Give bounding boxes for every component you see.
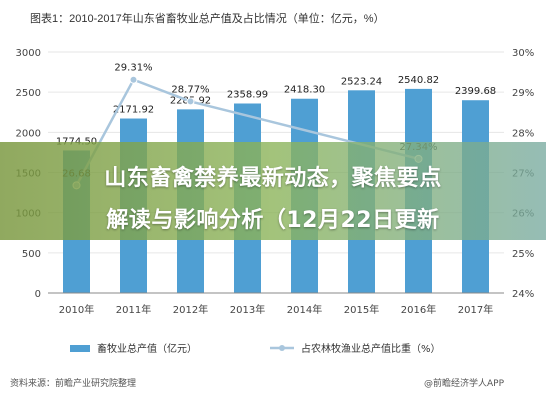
x-tick-label: 2015年 xyxy=(344,303,379,316)
bar-value-label: 2418.30 xyxy=(284,85,325,96)
legend-line-label: 占农林牧渔业总产值比重（%） xyxy=(301,342,441,355)
headline-line-1: 山东畜禽禁养最新动态，聚焦要点 xyxy=(104,166,442,191)
x-tick-label: 2017年 xyxy=(458,303,493,316)
bar-value-label: 2399.68 xyxy=(455,86,496,97)
x-axis: 2010年 2011年 2012年 2013年 2014年 2015年 2016年 2017年 xyxy=(48,292,504,316)
y-right-tick-label: 29% xyxy=(512,88,534,99)
source-note: 资料来源：前瞻产业研究院整理 xyxy=(10,377,136,389)
bar-value-label: 1774.50 xyxy=(56,136,97,147)
bar-value-label: 2540.82 xyxy=(398,75,439,86)
y-left-tick-label: 2000 xyxy=(16,128,41,139)
x-tick-label: 2013年 xyxy=(230,303,265,316)
y-right-tick-label: 24% xyxy=(512,289,534,300)
line-value-label: 28.77% xyxy=(171,84,209,95)
x-tick-label: 2014年 xyxy=(287,303,322,316)
y-left-tick-label: 2500 xyxy=(16,88,41,99)
legend-line-marker xyxy=(279,345,285,351)
headline-line-2: 解读与影响分析（12月22日更新 xyxy=(106,208,440,233)
x-tick-label: 2012年 xyxy=(173,303,208,316)
x-tick-label: 2011年 xyxy=(116,303,151,316)
line-value-label: 29.31% xyxy=(114,63,152,74)
x-tick-label: 2016年 xyxy=(401,303,436,316)
legend-bar-label: 畜牧业总产值（亿元） xyxy=(97,342,197,355)
headline-banner xyxy=(0,142,546,240)
brand-watermark: @前瞻经济学人APP xyxy=(424,377,505,389)
y-right-tick-label: 28% xyxy=(512,128,534,139)
y-left-tick-label: 3000 xyxy=(16,48,41,59)
bar-value-label: 2358.99 xyxy=(227,89,268,100)
x-tick-label: 2010年 xyxy=(59,303,94,316)
bar-value-label: 2523.24 xyxy=(341,76,382,87)
chart-title: 图表1：2010-2017年山东省畜牧业总产值及占比情况（单位：亿元，%） xyxy=(30,11,385,25)
y-left-tick-label: 500 xyxy=(22,249,41,260)
legend-bar-swatch xyxy=(70,345,90,352)
y-right-tick-label: 30% xyxy=(512,48,534,59)
line-path xyxy=(75,78,419,186)
line-point xyxy=(186,97,195,106)
y-right-tick-label: 25% xyxy=(512,249,534,260)
legend: 畜牧业总产值（亿元） 占农林牧渔业总产值比重（%） xyxy=(70,342,441,355)
bar-value-label: 2171.92 xyxy=(113,105,154,116)
line-point xyxy=(129,75,138,84)
y-left-tick-label: 0 xyxy=(35,289,41,300)
